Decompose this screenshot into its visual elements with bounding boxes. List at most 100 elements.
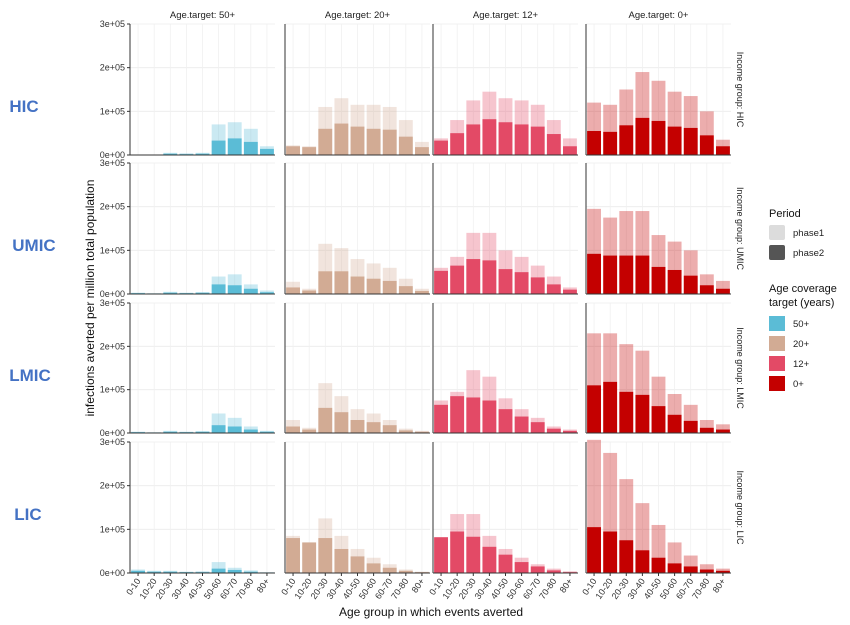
- bar-phase2: [382, 280, 397, 294]
- bar-phase2: [667, 414, 682, 433]
- y-tick-label: 0e+00: [100, 568, 125, 578]
- bar-phase2: [382, 425, 397, 433]
- bar-phase2: [163, 292, 178, 294]
- bar-phase2: [398, 286, 413, 294]
- bar-phase2: [619, 255, 634, 294]
- bar-phase2: [498, 269, 513, 294]
- panel-12+-LIC: [432, 441, 578, 574]
- panel-0+-LIC: [585, 439, 731, 574]
- bar-phase2: [318, 128, 333, 155]
- income-label: HIC: [9, 97, 38, 116]
- bar-phase2: [260, 292, 274, 294]
- bar-phase2: [466, 259, 481, 294]
- strip-label: Age.target: 20+: [325, 10, 391, 21]
- panel-0+-UMIC: [585, 162, 731, 295]
- bar-phase2: [350, 126, 365, 155]
- bar-phase2: [482, 260, 497, 294]
- bar-phase2: [667, 269, 682, 294]
- legend-age-label: 20+: [793, 339, 810, 350]
- bar-phase2: [227, 285, 242, 294]
- bar-phase2: [163, 431, 178, 433]
- legend-period-swatch: [769, 225, 785, 240]
- bar-phase2: [530, 422, 545, 433]
- y-tick-label: 1e+05: [100, 524, 125, 534]
- bar-phase2: [699, 285, 714, 294]
- row-strip-label: Income group: LMIC: [735, 327, 745, 409]
- bar-phase2: [603, 255, 618, 294]
- x-tick-label: 80+: [410, 576, 427, 594]
- bar-phase2: [243, 571, 258, 573]
- y-axis-title: infections averted per million total pop…: [83, 180, 97, 417]
- bar-phase2: [450, 265, 465, 294]
- legend-period-label: phase1: [793, 228, 824, 239]
- bar-phase2: [286, 538, 300, 573]
- income-label: UMIC: [12, 236, 55, 255]
- bar-phase2: [211, 568, 226, 573]
- strip-label: Age.target: 12+: [473, 10, 539, 21]
- panel-0+-HIC: [585, 23, 731, 156]
- bar-phase2: [635, 394, 650, 433]
- bar-phase2: [434, 140, 448, 155]
- bar-phase2: [587, 385, 601, 433]
- bar-phase2: [302, 290, 317, 294]
- bar-phase2: [434, 404, 448, 433]
- bar-phase2: [318, 538, 333, 573]
- bar-phase2: [619, 391, 634, 433]
- bar-phase2: [699, 427, 714, 433]
- bar-phase2: [603, 381, 618, 433]
- income-group-annotations: HIC UMIC LMIC LIC: [9, 97, 56, 524]
- strip-label: Age.target: 50+: [170, 10, 236, 21]
- legend-age-swatch: [769, 356, 785, 371]
- y-tick-label: 3e+05: [100, 298, 125, 308]
- bar-phase2: [635, 117, 650, 155]
- bar-phase2: [498, 409, 513, 433]
- legend-age-swatch: [769, 376, 785, 391]
- bar-phase2: [587, 130, 601, 155]
- bar-phase2: [382, 129, 397, 155]
- bar-phase2: [716, 429, 730, 433]
- bar-phase2: [563, 289, 577, 294]
- bar-phase2: [619, 125, 634, 155]
- y-tick-label: 0e+00: [100, 150, 125, 160]
- y-tick-label: 2e+05: [100, 341, 125, 351]
- panel-12+-UMIC: [432, 162, 578, 295]
- bar-phase2: [683, 566, 698, 573]
- bar-phase2: [334, 123, 349, 155]
- y-tick-label: 3e+05: [100, 158, 125, 168]
- legend-age-label: 12+: [793, 359, 810, 370]
- row-strip-label: Income group: HIC: [735, 52, 745, 128]
- bar-phase2: [211, 284, 226, 294]
- bar-phase2: [260, 148, 274, 155]
- bar-phase2: [302, 147, 317, 155]
- bar-phase2: [683, 420, 698, 433]
- bar-phase2: [482, 119, 497, 155]
- legend-period-title: Period: [769, 208, 801, 220]
- bar-phase2: [227, 426, 242, 433]
- column-strip-labels: Age.target: 50+ Age.target: 20+ Age.target…: [170, 10, 689, 21]
- income-label: LIC: [14, 505, 41, 524]
- bar-phase2: [546, 570, 561, 573]
- bar-phase2: [434, 537, 448, 573]
- bar-phase2: [466, 397, 481, 433]
- bar-phase2: [350, 420, 365, 433]
- bar-phase2: [398, 430, 413, 433]
- y-tick-label: 2e+05: [100, 202, 125, 212]
- bar-phase2: [716, 288, 730, 294]
- bar-phase2: [350, 276, 365, 294]
- bar-phase2: [163, 571, 178, 573]
- panel-12+-LMIC: [432, 302, 578, 434]
- x-tick-label: 70-80: [234, 576, 255, 601]
- row-strip-label: Income group: UMIC: [735, 187, 745, 271]
- legend-period-label: phase2: [793, 248, 824, 259]
- panel-50+-LIC: [129, 441, 275, 574]
- bar-phase2: [415, 147, 429, 155]
- bar-phase2: [530, 566, 545, 573]
- panel-20+-UMIC: [284, 162, 430, 295]
- bar-phase2: [366, 278, 381, 294]
- bar-phase2: [227, 138, 242, 155]
- bar-phase2: [716, 146, 730, 155]
- bar-phase2: [398, 136, 413, 155]
- legend: Period phase1 phase2 Age coverage target (ye…: [769, 208, 837, 391]
- legend-period-swatch: [769, 245, 785, 260]
- bar-phase2: [211, 425, 226, 433]
